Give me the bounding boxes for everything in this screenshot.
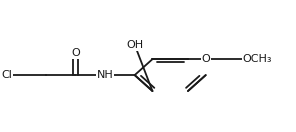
Text: O: O [71, 48, 80, 58]
Text: Cl: Cl [1, 70, 12, 80]
Text: NH: NH [97, 70, 113, 80]
Text: OCH₃: OCH₃ [243, 54, 272, 64]
Text: O: O [201, 54, 210, 64]
Text: OH: OH [126, 40, 143, 50]
